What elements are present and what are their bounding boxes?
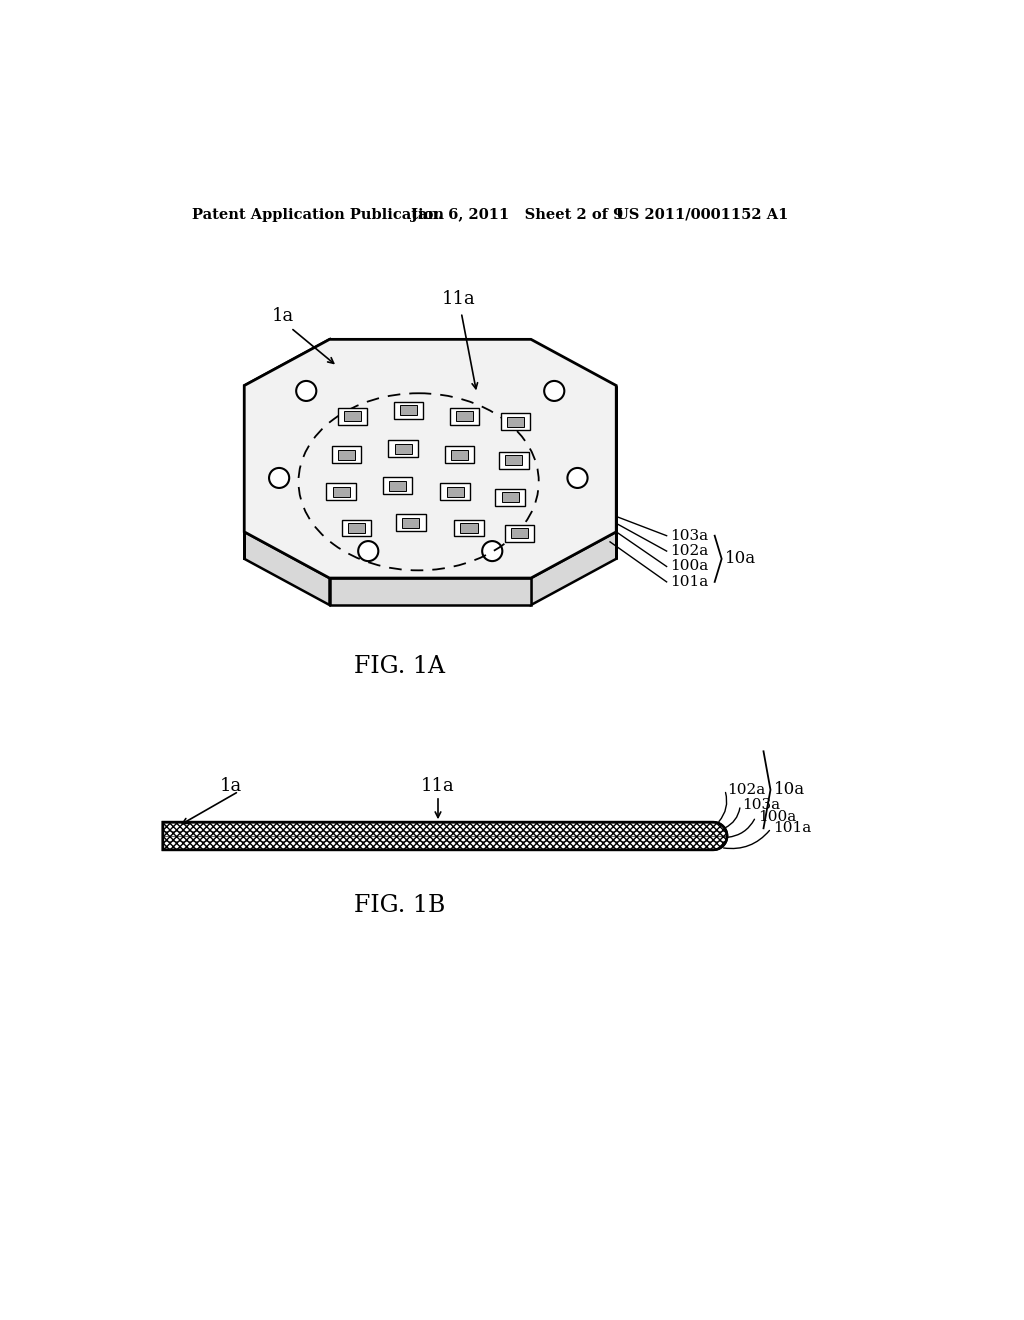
Polygon shape xyxy=(507,417,524,426)
Circle shape xyxy=(296,381,316,401)
Polygon shape xyxy=(245,339,616,578)
Polygon shape xyxy=(455,520,483,536)
Polygon shape xyxy=(505,525,535,543)
Circle shape xyxy=(482,541,503,561)
Text: 1a: 1a xyxy=(271,308,294,325)
Polygon shape xyxy=(389,480,407,491)
Polygon shape xyxy=(333,487,349,496)
Text: 100a: 100a xyxy=(758,809,797,824)
Text: Jan. 6, 2011   Sheet 2 of 9: Jan. 6, 2011 Sheet 2 of 9 xyxy=(411,207,624,222)
Polygon shape xyxy=(445,446,474,463)
Circle shape xyxy=(269,469,289,488)
Circle shape xyxy=(358,541,378,561)
Polygon shape xyxy=(531,532,616,605)
Circle shape xyxy=(544,381,564,401)
Polygon shape xyxy=(496,488,524,506)
Text: 103a: 103a xyxy=(742,799,780,812)
Text: 10a: 10a xyxy=(725,550,756,568)
Polygon shape xyxy=(501,413,530,430)
Polygon shape xyxy=(394,444,412,454)
Text: 10a: 10a xyxy=(773,781,805,799)
Polygon shape xyxy=(461,523,477,533)
Polygon shape xyxy=(383,478,413,494)
Polygon shape xyxy=(163,822,727,850)
Text: Patent Application Publication: Patent Application Publication xyxy=(191,207,443,222)
Polygon shape xyxy=(400,405,417,416)
Polygon shape xyxy=(450,408,479,425)
Text: 100a: 100a xyxy=(671,560,709,573)
Polygon shape xyxy=(327,483,356,500)
Text: 103a: 103a xyxy=(671,529,709,543)
Polygon shape xyxy=(396,515,426,531)
Text: 102a: 102a xyxy=(671,544,709,558)
Text: FIG. 1B: FIG. 1B xyxy=(353,894,445,917)
Polygon shape xyxy=(245,339,330,412)
Text: 101a: 101a xyxy=(773,821,812,836)
Polygon shape xyxy=(338,450,355,459)
Text: US 2011/0001152 A1: US 2011/0001152 A1 xyxy=(616,207,788,222)
Polygon shape xyxy=(446,487,464,496)
Polygon shape xyxy=(388,441,418,457)
Polygon shape xyxy=(402,517,420,528)
Polygon shape xyxy=(338,408,368,425)
Text: 101a: 101a xyxy=(671,576,709,589)
Polygon shape xyxy=(452,450,468,459)
Polygon shape xyxy=(440,483,470,500)
Text: 11a: 11a xyxy=(442,290,475,309)
Polygon shape xyxy=(344,412,361,421)
Polygon shape xyxy=(456,412,473,421)
Text: 1a: 1a xyxy=(219,777,242,795)
Polygon shape xyxy=(502,492,518,502)
Polygon shape xyxy=(500,451,528,469)
Polygon shape xyxy=(245,532,330,605)
Circle shape xyxy=(567,469,588,488)
Polygon shape xyxy=(342,520,372,536)
Polygon shape xyxy=(348,523,366,533)
Polygon shape xyxy=(330,578,531,605)
Polygon shape xyxy=(511,528,528,539)
Text: 102a: 102a xyxy=(727,783,765,797)
Text: 11a: 11a xyxy=(421,777,455,795)
Text: FIG. 1A: FIG. 1A xyxy=(353,655,444,678)
Polygon shape xyxy=(506,455,522,465)
Polygon shape xyxy=(394,401,423,418)
Polygon shape xyxy=(332,446,361,463)
